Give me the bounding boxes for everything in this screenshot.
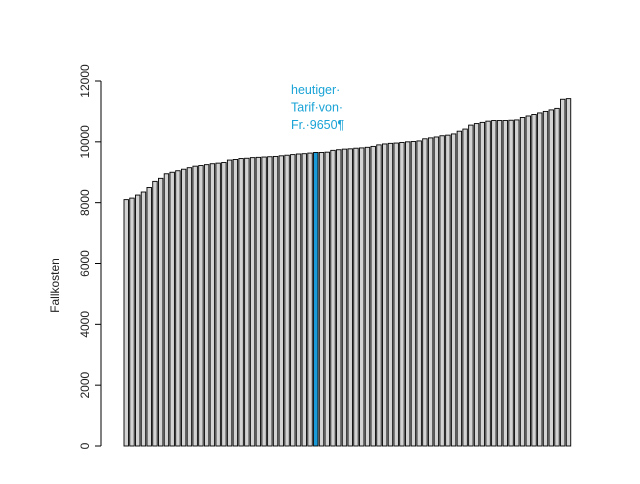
bar [307,152,313,447]
y-tick-label: 8000 [78,189,92,216]
bar [135,194,141,447]
bar [416,140,422,447]
bar [226,159,233,447]
bar [427,137,434,447]
bar [244,157,250,447]
bar [330,149,336,447]
bar [209,163,216,447]
y-tick-label: 6000 [78,250,92,277]
bar [198,165,204,447]
bar [491,120,497,447]
bar [347,148,353,447]
annotation-line-2: Tarif·von· [291,101,343,115]
y-axis-title: Fallkosten [48,258,62,313]
bar [180,168,187,447]
bar [267,156,273,447]
bar [473,123,480,447]
bar [278,155,285,447]
annotation-line-1: heutiger· [291,83,340,97]
bar [525,115,531,447]
bar [290,154,296,447]
bar [215,162,221,447]
bar [445,134,451,447]
bar [192,165,198,447]
bar [531,114,537,447]
bar [146,187,152,447]
y-tick-label: 2000 [78,371,92,398]
bar [318,152,325,447]
bar [221,162,227,447]
bar [175,170,181,447]
bar [514,119,520,447]
bar [502,120,509,447]
bar [238,158,244,447]
bar [468,124,474,447]
bar [542,110,549,447]
bar [456,130,463,447]
bar [393,142,399,447]
bar [324,151,330,447]
y-axis: 0 2000 4000 6000 8000 10000 12000 [78,64,102,449]
bar [439,135,445,447]
bar [140,191,147,447]
bar [370,145,376,447]
bar [404,141,411,447]
bar-highlight [313,152,319,447]
bar [353,147,359,447]
bar [261,156,267,447]
bar [129,197,135,447]
y-tick-label: 12000 [78,64,92,98]
y-tick-label: 4000 [78,311,92,338]
bar [186,167,193,447]
bar [548,109,554,447]
bar [382,143,388,447]
bar [410,141,417,447]
annotation-line-3: Fr.·9650¶ [291,118,345,132]
bar [163,173,170,447]
bar [485,120,491,447]
bar [255,156,262,447]
bar [462,128,468,447]
bar [152,180,158,447]
bar [479,121,486,447]
tariff-annotation: heutiger· Tarif·von· Fr.·9650¶ [291,83,347,132]
bar [565,98,572,447]
bar [496,120,503,447]
bar [554,107,560,447]
bar [232,159,239,447]
bar [341,148,348,447]
bar [376,144,382,447]
bar [272,155,279,447]
y-tick-label: 0 [78,442,92,449]
bar [158,177,164,447]
bar [422,138,428,447]
bar [433,136,440,447]
bar [537,112,543,447]
bar [560,98,566,447]
bar [387,142,394,447]
bar [364,146,371,447]
bar [249,157,256,447]
bars [123,98,572,447]
bar [519,117,526,447]
bar [450,133,457,447]
bar [508,119,514,447]
bar [336,149,342,447]
bar [284,154,290,447]
bar [399,141,405,447]
bar [123,199,129,447]
bar [169,171,175,447]
bar [295,153,302,447]
bar [301,153,307,447]
bar [203,164,210,447]
y-tick-label: 10000 [78,125,92,159]
bar [359,147,365,447]
